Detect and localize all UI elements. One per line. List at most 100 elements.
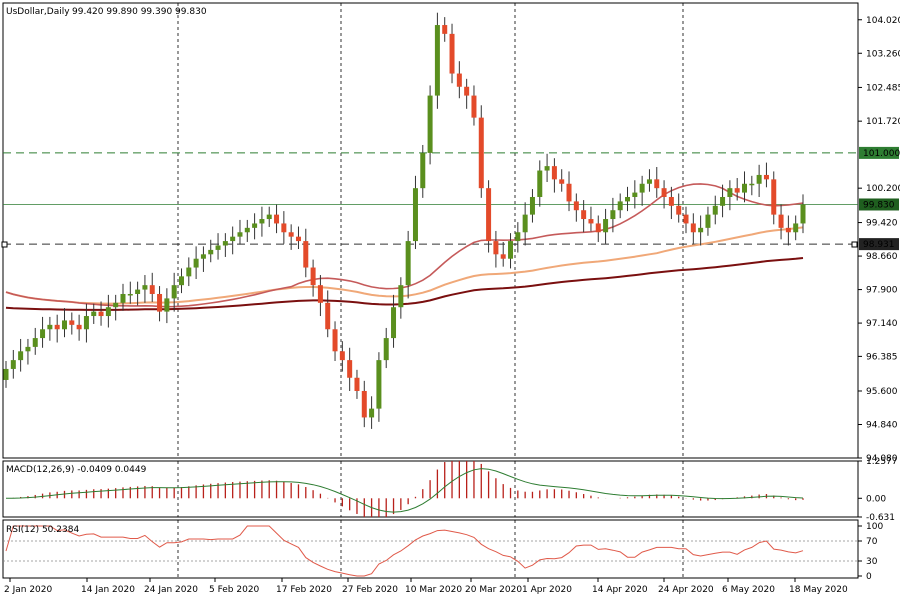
candle-body [32, 338, 38, 347]
candle-body [200, 254, 206, 259]
candle-body [427, 95, 433, 153]
candle-body [544, 166, 550, 171]
candle-body [230, 236, 236, 242]
candle-body [105, 307, 111, 317]
candle-body [127, 293, 133, 296]
candle-body [595, 223, 601, 233]
rsi-polyline [5, 525, 804, 577]
price-tick-label: 97.900 [866, 286, 898, 296]
candle-body [464, 86, 470, 96]
candle-body [566, 183, 572, 202]
candle-body [668, 196, 674, 206]
candle-body [493, 241, 499, 255]
rsi-axis: 100 70 30 0 [858, 522, 883, 582]
price-tick-label: 100.200 [866, 184, 900, 194]
candle-body [712, 205, 718, 215]
candles [3, 12, 806, 429]
candle-body [434, 25, 440, 96]
candle-body [135, 289, 141, 294]
candle-body [149, 285, 155, 294]
candle-body [449, 33, 455, 74]
candle-body [508, 241, 514, 259]
price-tick-label: 98.660 [866, 252, 898, 262]
tag-level-high: 101.000 [863, 149, 900, 159]
candle-body [295, 236, 301, 242]
candle-body [25, 346, 31, 352]
price-axis: 104.020 103.260 102.485 101.720 100.200 99.42… [858, 16, 900, 464]
tag-last-price: 99.830 [863, 200, 895, 210]
candle-body [91, 311, 97, 317]
candle-body [420, 152, 426, 189]
candle-body [661, 188, 667, 197]
candle-body [405, 241, 411, 286]
candle-body [763, 174, 769, 180]
date-tick-label: 2 Jan 2020 [4, 585, 52, 595]
candle-body [537, 170, 543, 197]
rsi-pane[interactable] [2, 519, 859, 579]
candle-body [361, 390, 367, 418]
candle-body [515, 232, 521, 242]
candle-body [120, 293, 126, 303]
level-handle-left[interactable] [1, 241, 8, 248]
candle-body [178, 276, 184, 286]
ma-100-line [5, 226, 804, 305]
candle-body [325, 302, 331, 330]
macd-tick-label: -0.631 [866, 513, 895, 523]
macd-tick-label: 1.2577 [866, 457, 898, 467]
rsi-label: RSI(12) 50.2384 [6, 525, 79, 535]
candle-body [354, 377, 360, 391]
price-tick-label: 99.420 [866, 219, 898, 229]
tag-level-high-bg [859, 146, 899, 159]
main-pane[interactable] [2, 2, 859, 459]
candle-body [771, 179, 777, 215]
candle-body [486, 188, 492, 242]
candle-body [705, 214, 711, 228]
candle-body [61, 320, 67, 330]
ma-200-line [5, 257, 804, 311]
candle-body [113, 302, 119, 308]
candle-body [471, 95, 477, 118]
candle-body [10, 360, 16, 369]
candle-body [690, 223, 696, 233]
candle-body [186, 267, 192, 277]
candle-body [785, 227, 791, 233]
candle-body [288, 232, 294, 237]
candle-body [274, 214, 280, 224]
candle-body [40, 329, 46, 339]
candle-body [800, 204, 806, 224]
date-tick-label: 10 Mar 2020 [405, 585, 462, 595]
candle-body [157, 293, 163, 312]
rsi-tick-label: 30 [866, 557, 878, 567]
date-tick-label: 17 Feb 2020 [276, 585, 332, 595]
level-handle-right[interactable] [851, 241, 858, 248]
candle-body [412, 188, 418, 242]
tag-level-low-bg [859, 238, 899, 251]
candle-body [398, 285, 404, 308]
candle-body [529, 196, 535, 215]
candle-body [742, 183, 748, 193]
candle-body [756, 174, 762, 184]
candle-body [54, 324, 60, 330]
rsi-line [5, 525, 804, 577]
macd-tick-label: 0.00 [866, 494, 886, 504]
candle-body [676, 205, 682, 215]
candle-body [749, 183, 755, 186]
time-axis: 2 Jan 2020 14 Jan 2020 24 Jan 2020 5 Feb 20… [4, 578, 848, 595]
tag-last-price-bg [859, 198, 899, 211]
candle-body [259, 219, 265, 224]
candle-body [581, 210, 587, 220]
symbol-label: UsDollar,Daily [6, 7, 70, 17]
rsi-tick-label: 0 [866, 572, 872, 582]
candle-body [244, 227, 250, 233]
candle-body [478, 117, 484, 189]
candle-body [215, 245, 221, 250]
price-tags: 101.000 99.830 98.931 [859, 146, 900, 251]
date-tick-label: 5 Feb 2020 [209, 585, 260, 595]
date-tick-label: 27 Feb 2020 [342, 585, 398, 595]
candle-body [559, 179, 565, 184]
candle-body [310, 267, 316, 286]
candle-body [369, 408, 375, 418]
date-tick-label: 24 Apr 2020 [658, 585, 714, 595]
candle-body [376, 360, 382, 409]
